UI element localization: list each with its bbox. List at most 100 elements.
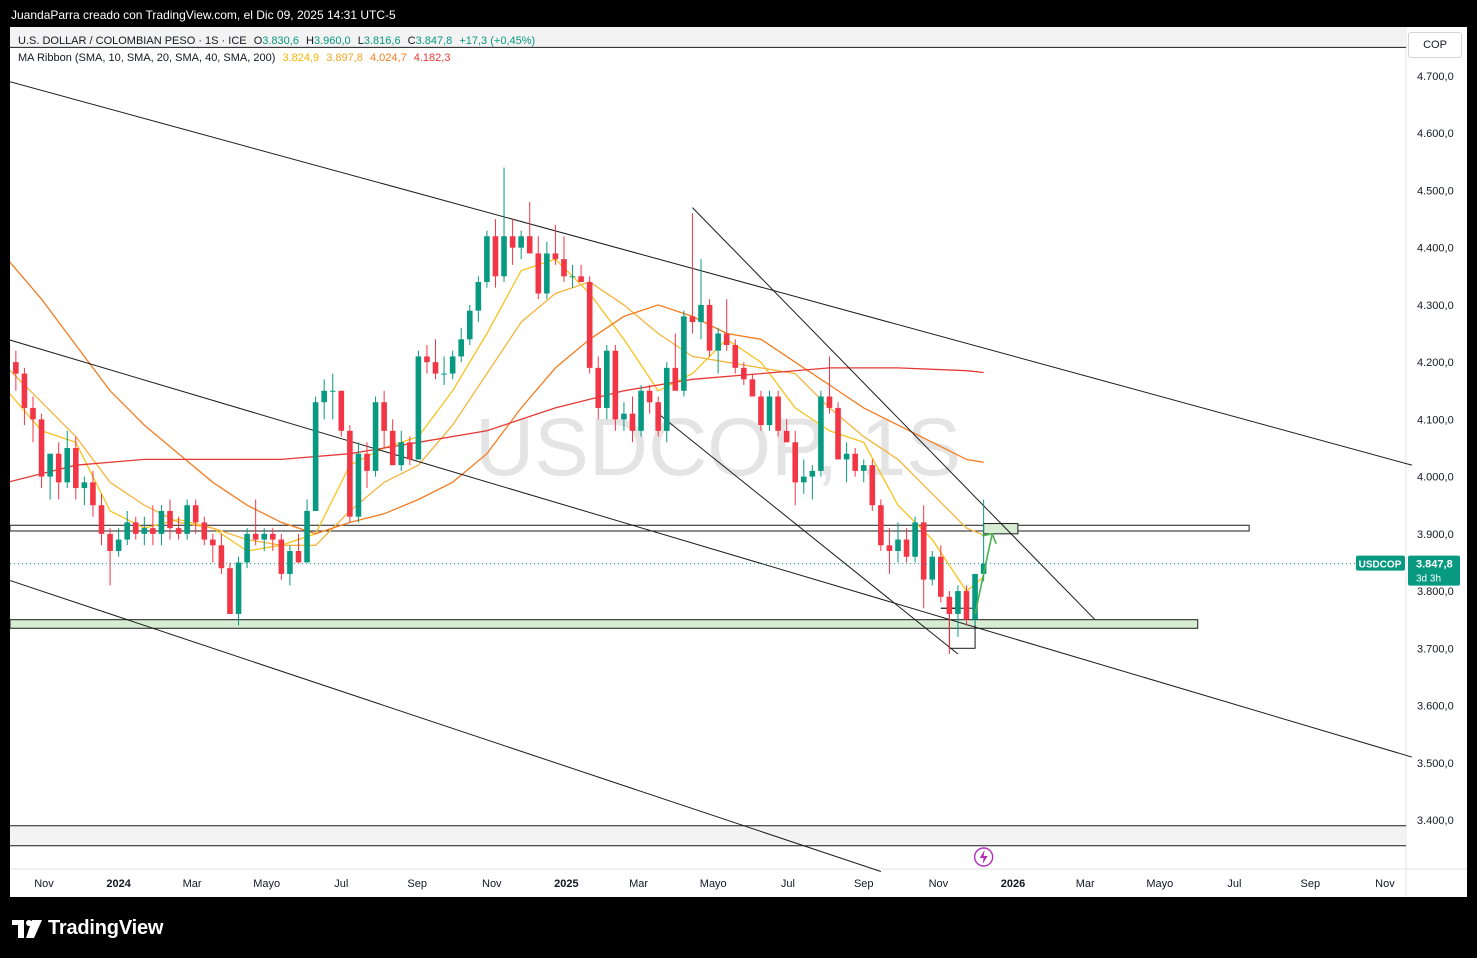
chart-frame[interactable]: USDCOP, 1S 4.700,0 4.600,0 4.500,0 4.400,0 4.… bbox=[10, 27, 1467, 897]
ohlc-low-label: L bbox=[357, 35, 364, 47]
candle-body bbox=[518, 236, 524, 248]
candle-body bbox=[132, 522, 139, 534]
candle-body bbox=[424, 356, 430, 363]
candle-body bbox=[938, 556, 944, 597]
time-tick-label: Nov bbox=[1375, 878, 1395, 890]
projection-arrow-line[interactable] bbox=[974, 533, 993, 615]
candle-body bbox=[47, 453, 53, 477]
candle-body bbox=[741, 367, 747, 380]
symbol-watermark: USDCOP, 1S bbox=[475, 402, 961, 493]
price-tick-label: 4.700,0 bbox=[1417, 71, 1454, 83]
candle-body bbox=[852, 453, 858, 471]
candle-body bbox=[158, 510, 165, 534]
channel-line-1[interactable] bbox=[10, 339, 1412, 758]
ohlc-open-label: O bbox=[253, 35, 263, 47]
candle-body bbox=[552, 253, 559, 260]
time-tick-label: Jul bbox=[334, 878, 348, 890]
candle-body bbox=[312, 402, 319, 511]
tradingview-icon bbox=[12, 919, 42, 938]
candle-body bbox=[638, 390, 644, 431]
candle-body bbox=[295, 551, 302, 563]
ohlc-open: 3.830,6 bbox=[262, 35, 299, 47]
price-tag-countdown: 3d 3h bbox=[1416, 574, 1441, 585]
time-tick-label: 2024 bbox=[106, 878, 131, 890]
candle-body bbox=[612, 350, 619, 420]
zone-rect-0[interactable] bbox=[10, 524, 1250, 532]
price-tick-label: 4.200,0 bbox=[1417, 357, 1454, 369]
candle-body bbox=[749, 379, 756, 397]
wedge-line-0[interactable] bbox=[692, 207, 1096, 621]
candle-body bbox=[64, 448, 71, 483]
brand-text: TradingView bbox=[48, 917, 164, 939]
candle-body bbox=[278, 539, 285, 574]
candle-body bbox=[355, 453, 362, 517]
candle-body bbox=[766, 396, 773, 426]
candle-body bbox=[509, 236, 516, 248]
ma20-value: 3.897,8 bbox=[326, 52, 363, 64]
candle-body bbox=[912, 522, 918, 557]
wedge-line-1[interactable] bbox=[657, 413, 959, 655]
price-tick-label: 4.000,0 bbox=[1417, 472, 1454, 484]
ohlc-low: 3.816,6 bbox=[363, 35, 401, 47]
channel-line-2[interactable] bbox=[10, 580, 882, 872]
ma-line-sma-20 bbox=[10, 281, 984, 546]
time-tick-label: Mar bbox=[629, 878, 648, 890]
candle-body bbox=[800, 476, 807, 483]
candle-body bbox=[886, 545, 893, 552]
candle-body bbox=[792, 442, 799, 483]
price-tick-label: 3.600,0 bbox=[1417, 701, 1454, 713]
candle-body bbox=[321, 390, 327, 403]
symbol-name[interactable]: U.S. DOLLAR / COLOMBIAN PESO · 1S · ICE bbox=[18, 35, 247, 47]
candle-body bbox=[184, 505, 190, 534]
candle-body bbox=[21, 373, 28, 408]
candle-body bbox=[860, 465, 867, 471]
ma200-value: 4.182,3 bbox=[413, 52, 451, 64]
candle-body bbox=[663, 367, 670, 431]
chart-canvas[interactable]: USDCOP, 1S 4.700,0 4.600,0 4.500,0 4.400,0 4.… bbox=[10, 27, 1467, 897]
candle-body bbox=[655, 402, 661, 431]
candle-body bbox=[586, 282, 593, 368]
candle-body bbox=[235, 562, 242, 614]
chart-attribution: JuandaParra creado con TradingView.com, … bbox=[11, 8, 396, 22]
candle-body bbox=[287, 551, 293, 574]
candle-body bbox=[535, 253, 542, 294]
symbol-legend[interactable]: U.S. DOLLAR / COLOMBIAN PESO · 1S · ICE … bbox=[18, 35, 535, 47]
candle-body bbox=[338, 390, 345, 431]
currency-button[interactable]: COP bbox=[1408, 32, 1462, 58]
candle-body bbox=[903, 539, 910, 557]
candle-body bbox=[578, 276, 584, 283]
price-tag-box[interactable] bbox=[1408, 555, 1460, 586]
ma-ribbon-label[interactable]: MA Ribbon (SMA, 10, SMA, 20, SMA, 40, SM… bbox=[18, 52, 276, 64]
candle-body bbox=[13, 362, 19, 374]
candle-body bbox=[501, 236, 507, 277]
candle-body bbox=[732, 344, 739, 368]
candle-body bbox=[672, 367, 679, 391]
price-tick-label: 4.500,0 bbox=[1417, 185, 1454, 197]
candle-body bbox=[218, 545, 225, 569]
time-tick-label: Jul bbox=[781, 878, 795, 890]
candle-body bbox=[604, 350, 610, 408]
lightning-icon-bolt bbox=[979, 850, 988, 864]
zone-rect-2[interactable] bbox=[983, 523, 1019, 535]
projection-arrow-head[interactable] bbox=[982, 532, 997, 545]
ma10-value: 3.824,9 bbox=[282, 52, 320, 64]
candle-body bbox=[252, 533, 259, 540]
indicator-legend[interactable]: MA Ribbon (SMA, 10, SMA, 20, SMA, 40, SM… bbox=[18, 52, 450, 64]
price-tick-label: 4.100,0 bbox=[1417, 414, 1454, 426]
ohlc-high-label: H bbox=[306, 35, 314, 47]
candle-body bbox=[715, 333, 721, 351]
channel-line-0[interactable] bbox=[10, 27, 1412, 466]
candle-body bbox=[826, 396, 833, 408]
ma-line-sma-200 bbox=[10, 367, 984, 483]
candle-body bbox=[783, 430, 790, 443]
time-tick-label: Jul bbox=[1227, 878, 1241, 890]
tradingview-logo: TradingView bbox=[12, 917, 163, 940]
candle-body bbox=[869, 465, 876, 506]
ohlc-high: 3.960,0 bbox=[313, 35, 351, 47]
zone-rect-1[interactable] bbox=[10, 619, 1199, 629]
candle-body bbox=[569, 276, 576, 278]
candle-body bbox=[758, 396, 764, 426]
time-tick-label: Mar bbox=[1076, 878, 1095, 890]
candle-body bbox=[407, 442, 413, 460]
price-tag-symbol-box[interactable] bbox=[1356, 555, 1405, 571]
